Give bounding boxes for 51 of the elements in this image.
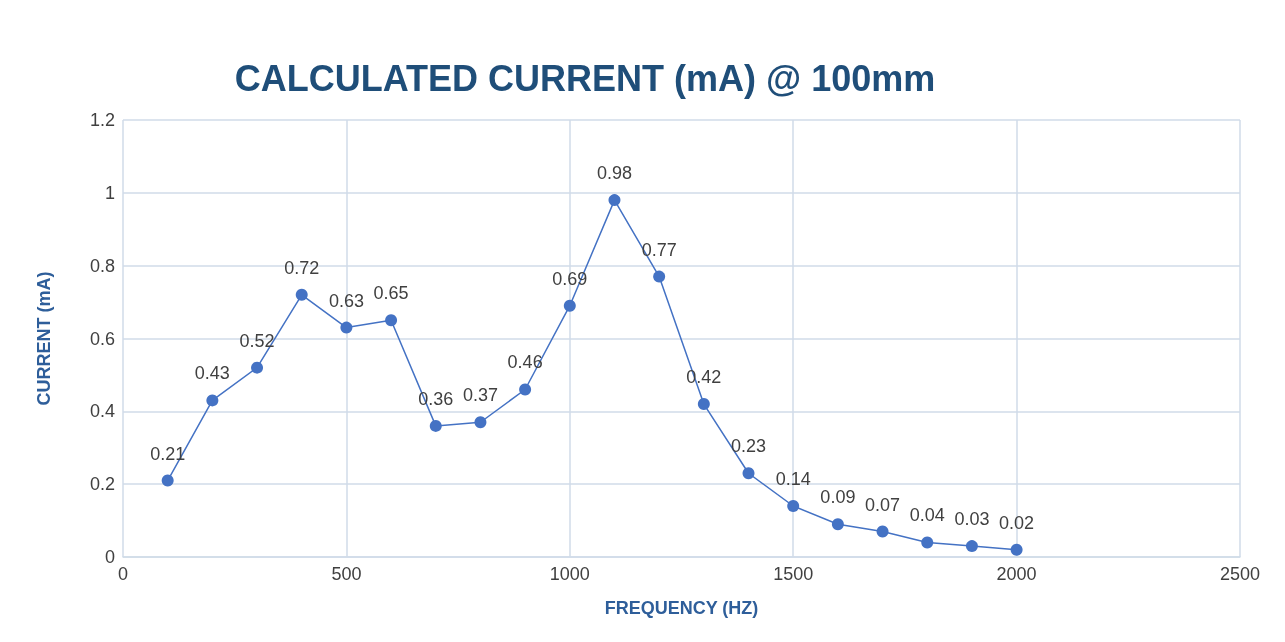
x-tick-label: 1000 xyxy=(549,564,590,584)
data-label: 0.03 xyxy=(954,509,990,530)
data-label: 0.07 xyxy=(865,494,901,515)
data-label: 0.43 xyxy=(194,363,230,384)
x-tick-label: 1500 xyxy=(773,564,814,584)
point xyxy=(876,525,889,538)
y-tick-label: 0.2 xyxy=(89,474,115,495)
data-label: 0.63 xyxy=(328,290,364,311)
point xyxy=(563,299,576,312)
x-tick-label: 2500 xyxy=(1219,564,1261,584)
y-tick-label: 0.6 xyxy=(89,328,115,349)
x-tick-label: 500 xyxy=(331,564,362,584)
point xyxy=(206,394,219,407)
point xyxy=(831,518,844,531)
data-label: 0.02 xyxy=(999,512,1035,533)
data-label: 0.14 xyxy=(775,469,811,490)
y-axis-title: CURRENT (mA) xyxy=(34,271,54,406)
data-label: 0.09 xyxy=(820,487,856,508)
point xyxy=(340,321,353,334)
point xyxy=(965,540,978,553)
x-tick-label: 0 xyxy=(117,564,129,584)
point xyxy=(697,398,710,411)
data-label: 0.77 xyxy=(641,239,677,260)
chart-title: CALCULATED CURRENT (mA) @ 100mm xyxy=(234,57,936,99)
point xyxy=(921,536,934,549)
data-label: 0.52 xyxy=(239,330,275,351)
data-label: 0.98 xyxy=(596,163,632,184)
point xyxy=(742,467,755,480)
y-tick-label: 1 xyxy=(104,182,115,203)
point xyxy=(787,500,800,513)
data-label: 0.72 xyxy=(284,257,320,278)
y-tick-label: 0.4 xyxy=(89,401,115,422)
point xyxy=(474,416,487,429)
data-label: 0.04 xyxy=(909,505,945,526)
point xyxy=(429,419,442,432)
point xyxy=(1010,543,1023,556)
point xyxy=(295,288,308,301)
data-label: 0.23 xyxy=(731,436,767,457)
y-tick-label: 0.8 xyxy=(89,255,115,276)
point xyxy=(608,194,621,207)
data-label: 0.65 xyxy=(373,283,409,304)
x-axis-title: FREQUENCY (HZ) xyxy=(604,598,759,618)
point xyxy=(251,361,264,374)
y-tick-label: 0 xyxy=(104,547,115,567)
point xyxy=(519,383,532,396)
point xyxy=(653,270,666,283)
data-label: 0.37 xyxy=(462,385,498,406)
x-tick-label: 2000 xyxy=(996,564,1037,584)
y-tick-label: 1.2 xyxy=(89,110,115,130)
point xyxy=(161,474,174,487)
point xyxy=(385,314,398,327)
